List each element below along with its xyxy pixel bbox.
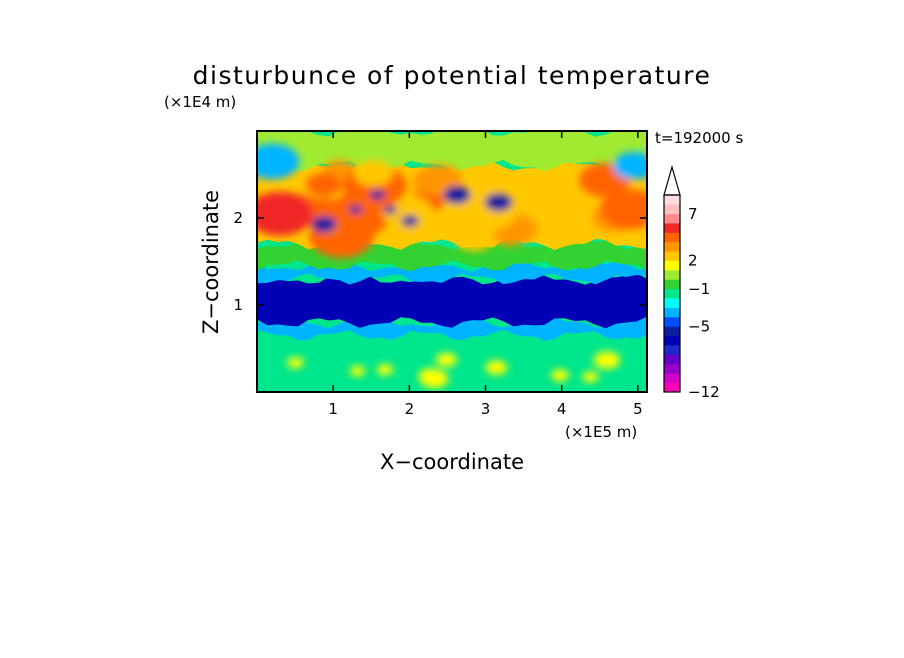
- field-band: [257, 273, 647, 329]
- colorbar-cell: [664, 345, 680, 355]
- chart-title: disturbunce of potential temperature: [193, 61, 712, 90]
- field-band: [257, 260, 647, 285]
- field-feature: [443, 185, 471, 204]
- time-label: t=192000 s: [655, 129, 743, 147]
- field-feature: [593, 351, 621, 370]
- colorbar-cell: [664, 270, 680, 280]
- field-feature: [600, 189, 647, 230]
- y-axis-label: Z−coordinate: [199, 190, 223, 334]
- field-feature: [417, 164, 462, 194]
- field-feature: [613, 151, 647, 180]
- field-feature: [257, 191, 313, 236]
- colorbar-label: 2: [688, 252, 698, 270]
- colorbar-cell: [664, 223, 680, 233]
- y-unit-label: (×1E4 m): [164, 93, 236, 111]
- field-feature: [484, 193, 513, 212]
- colorbar-cell: [664, 241, 680, 252]
- plot-frame: [256, 130, 648, 393]
- x-axis-label: X−coordinate: [380, 450, 524, 474]
- field-feature: [287, 357, 304, 369]
- field-band: [257, 131, 647, 172]
- colorbar: −12−5−127: [663, 164, 720, 401]
- x-axis-ticks: 1 2 3 4 5: [328, 131, 643, 418]
- field-feature: [370, 189, 385, 200]
- colorbar-cell: [664, 260, 680, 271]
- colorbar-cell: [664, 335, 680, 346]
- colorbar-cell: [664, 307, 680, 318]
- colorbar-frame: [663, 194, 681, 393]
- field-feature: [454, 225, 494, 252]
- field-feature: [485, 360, 508, 375]
- field-band: [257, 238, 647, 272]
- y-axis-ticks: 12: [233, 209, 647, 314]
- y-tick-label: 2: [233, 209, 243, 227]
- colorbar-cell: [664, 204, 680, 215]
- field-band: [257, 347, 647, 392]
- plot-area: [257, 131, 647, 392]
- x-tick-label: 5: [633, 400, 643, 418]
- colorbar-cell: [664, 251, 680, 261]
- colorbar-label: 7: [688, 205, 698, 223]
- x-tick-label: 3: [481, 400, 491, 418]
- colorbar-cell: [664, 363, 680, 374]
- field-feature: [435, 352, 457, 367]
- field-feature: [349, 365, 366, 377]
- x-tick-label: 2: [405, 400, 415, 418]
- field-feature: [306, 172, 342, 197]
- x-tick-label: 1: [328, 400, 338, 418]
- y-tick-label: 1: [233, 296, 243, 314]
- colorbar-cell: [664, 195, 680, 205]
- colorbar-cell: [664, 382, 680, 393]
- field-feature: [353, 160, 393, 187]
- colorbar-extend-arrow: [663, 164, 681, 196]
- colorbar-cell: [664, 213, 680, 224]
- field-feature: [376, 364, 394, 376]
- colorbar-label: −5: [688, 317, 710, 335]
- field-feature: [582, 371, 599, 383]
- x-tick-label: 4: [557, 400, 567, 418]
- field-feature: [349, 205, 363, 214]
- colorbar-cell: [664, 373, 680, 383]
- field-feature: [419, 369, 449, 389]
- colorbar-label: −1: [688, 280, 710, 298]
- field-feature: [551, 369, 569, 382]
- colorbar-cell: [664, 298, 680, 308]
- field-feature: [257, 143, 300, 180]
- field-features: [257, 143, 647, 389]
- colorbar-cell: [664, 279, 680, 290]
- field-feature: [383, 205, 397, 215]
- field-feature: [321, 223, 334, 232]
- colorbar-cell: [664, 354, 680, 365]
- colorbar-label: −12: [688, 383, 720, 401]
- field-feature: [401, 215, 419, 227]
- colorbar-cell: [664, 316, 680, 327]
- colorbar-cell: [664, 232, 680, 243]
- colorbar-cell: [664, 288, 680, 299]
- x-unit-label: (×1E5 m): [565, 423, 637, 441]
- colorbar-cell: [664, 326, 680, 337]
